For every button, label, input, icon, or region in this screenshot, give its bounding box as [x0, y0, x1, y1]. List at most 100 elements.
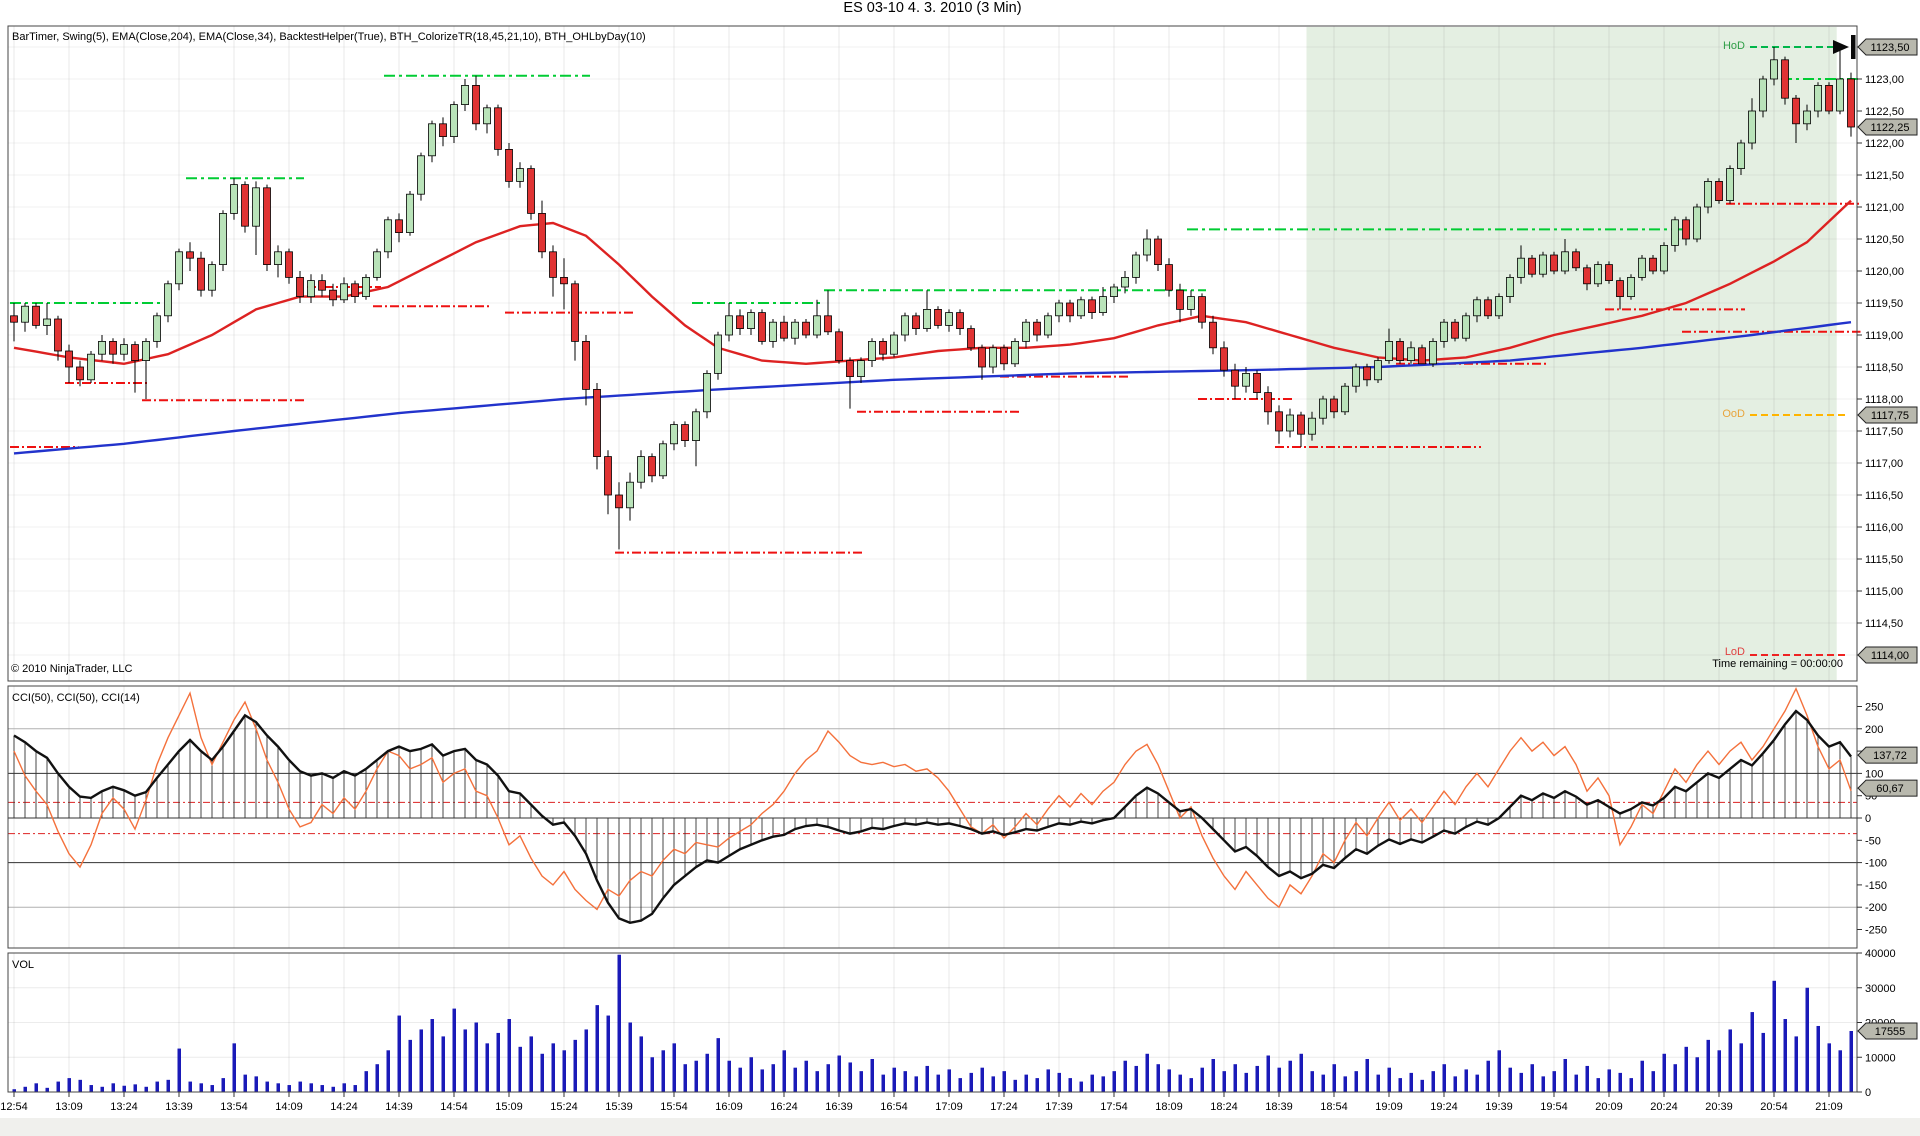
candle	[1407, 347, 1415, 361]
price-axis-label[interactable]: 1114,50	[1865, 618, 1903, 630]
time-axis-label[interactable]: 16:09	[715, 1101, 743, 1113]
time-axis-label[interactable]: 16:39	[825, 1101, 853, 1113]
candle	[1319, 398, 1327, 419]
price-axis-label[interactable]: 1119,00	[1865, 330, 1903, 342]
time-axis-label[interactable]: 19:24	[1430, 1101, 1458, 1113]
cci-axis-label[interactable]: 0	[1865, 813, 1871, 825]
cci-axis-label[interactable]: -200	[1865, 902, 1887, 914]
candle	[1583, 267, 1591, 285]
cci-axis-label[interactable]: -50	[1865, 835, 1881, 847]
volume-bar	[1156, 1064, 1160, 1092]
candle	[1737, 142, 1745, 170]
vol-panel-bg	[8, 953, 1857, 1092]
time-axis-label[interactable]: 20:09	[1595, 1101, 1623, 1113]
price-axis-label[interactable]: 1120,00	[1865, 266, 1904, 278]
vol-axis-label[interactable]: 0	[1865, 1087, 1871, 1099]
time-axis-label[interactable]: 18:54	[1320, 1101, 1348, 1113]
volume-bar	[188, 1081, 192, 1092]
time-axis-label[interactable]: 14:39	[385, 1101, 413, 1113]
candle	[1165, 264, 1173, 291]
time-axis-label[interactable]: 13:39	[165, 1101, 193, 1113]
cci-axis-label[interactable]: -250	[1865, 925, 1887, 937]
time-axis-label[interactable]: 17:54	[1100, 1101, 1128, 1113]
price-axis-label[interactable]: 1123,00	[1865, 74, 1904, 86]
time-axis-label[interactable]: 19:54	[1540, 1101, 1568, 1113]
price-axis-label[interactable]: 1116,50	[1865, 490, 1903, 502]
time-axis-label[interactable]: 19:39	[1485, 1101, 1513, 1113]
price-axis-label[interactable]: 1116,00	[1865, 522, 1903, 534]
candle	[1814, 85, 1822, 112]
candle	[1275, 411, 1283, 432]
time-axis-label[interactable]: 12:54	[0, 1101, 28, 1113]
candle	[835, 331, 843, 361]
vol-axis-label[interactable]: 40000	[1865, 948, 1896, 960]
vol-axis-label[interactable]: 30000	[1865, 983, 1896, 995]
volume-bar	[1739, 1043, 1743, 1092]
vol-axis-label[interactable]: 10000	[1865, 1052, 1896, 1064]
time-axis-label[interactable]: 13:54	[220, 1101, 248, 1113]
time-axis-label[interactable]: 15:24	[550, 1101, 578, 1113]
time-axis-label[interactable]: 20:54	[1760, 1101, 1788, 1113]
volume-bar	[232, 1043, 236, 1092]
candle	[186, 251, 194, 259]
candle	[582, 340, 590, 390]
time-axis-label[interactable]: 20:39	[1705, 1101, 1733, 1113]
price-axis-label[interactable]: 1122,00	[1865, 138, 1904, 150]
volume-bar	[903, 1071, 907, 1092]
cci-axis-label[interactable]: 100	[1865, 768, 1883, 780]
candle	[329, 289, 337, 301]
price-axis-label[interactable]: 1118,00	[1865, 394, 1903, 406]
time-axis-label[interactable]: 15:54	[660, 1101, 688, 1113]
time-axis-label[interactable]: 19:09	[1375, 1101, 1403, 1113]
time-axis-label[interactable]: 18:39	[1265, 1101, 1293, 1113]
price-axis-label[interactable]: 1118,50	[1865, 362, 1903, 374]
time-axis-label[interactable]: 14:54	[440, 1101, 468, 1113]
price-axis-label[interactable]: 1120,50	[1865, 234, 1904, 246]
price-axis-label[interactable]: 1122,50	[1865, 106, 1904, 118]
time-axis-label[interactable]: 13:09	[55, 1101, 83, 1113]
candle	[21, 305, 29, 323]
time-axis-label[interactable]: 20:24	[1650, 1101, 1678, 1113]
price-axis-label[interactable]: 1115,00	[1865, 586, 1903, 598]
price-axis-label[interactable]: 1119,50	[1865, 298, 1903, 310]
volume-bar	[1750, 1012, 1754, 1092]
time-axis-label[interactable]: 17:09	[935, 1101, 963, 1113]
cci-axis-label[interactable]: -100	[1865, 858, 1887, 870]
time-axis-label[interactable]: 16:24	[770, 1101, 798, 1113]
time-axis-label[interactable]: 14:24	[330, 1101, 358, 1113]
time-axis-label[interactable]: 15:39	[605, 1101, 633, 1113]
candle	[1572, 251, 1580, 269]
cci-panel-bg	[8, 686, 1857, 948]
time-axis-label[interactable]: 17:24	[990, 1101, 1018, 1113]
price-axis-label[interactable]: 1115,50	[1865, 554, 1903, 566]
time-axis-label[interactable]: 18:09	[1155, 1101, 1183, 1113]
candle	[670, 424, 678, 445]
price-axis-label[interactable]: 1121,50	[1865, 170, 1904, 182]
volume-bar	[1629, 1078, 1633, 1092]
cci-axis-label[interactable]: 200	[1865, 724, 1883, 736]
time-axis-label[interactable]: 16:54	[880, 1101, 908, 1113]
volume-bar	[1343, 1076, 1347, 1092]
candle	[934, 308, 942, 326]
cci-14-line	[13, 687, 1852, 911]
time-axis-label[interactable]: 18:24	[1210, 1101, 1238, 1113]
price-axis-label[interactable]: 1117,50	[1865, 426, 1903, 438]
volume-bar	[1728, 1029, 1732, 1092]
candle	[1044, 315, 1052, 336]
price-axis-label[interactable]: 1121,00	[1865, 202, 1904, 214]
time-axis-label[interactable]: 14:09	[275, 1101, 303, 1113]
candle	[1000, 347, 1008, 365]
time-axis-label[interactable]: 17:39	[1045, 1101, 1073, 1113]
cci-50-line	[13, 709, 1852, 925]
time-axis-label[interactable]: 13:24	[110, 1101, 138, 1113]
volume-bar	[1684, 1046, 1688, 1092]
price-axis-label[interactable]: 1117,00	[1865, 458, 1903, 470]
candle	[1825, 85, 1833, 112]
cci-axis-label[interactable]: 250	[1865, 702, 1883, 714]
volume-bar	[1178, 1074, 1182, 1092]
time-axis-label[interactable]: 21:09	[1815, 1101, 1843, 1113]
time-axis-label[interactable]: 15:09	[495, 1101, 523, 1113]
volume-bar	[595, 1005, 599, 1092]
cci-axis-label[interactable]: -150	[1865, 880, 1887, 892]
